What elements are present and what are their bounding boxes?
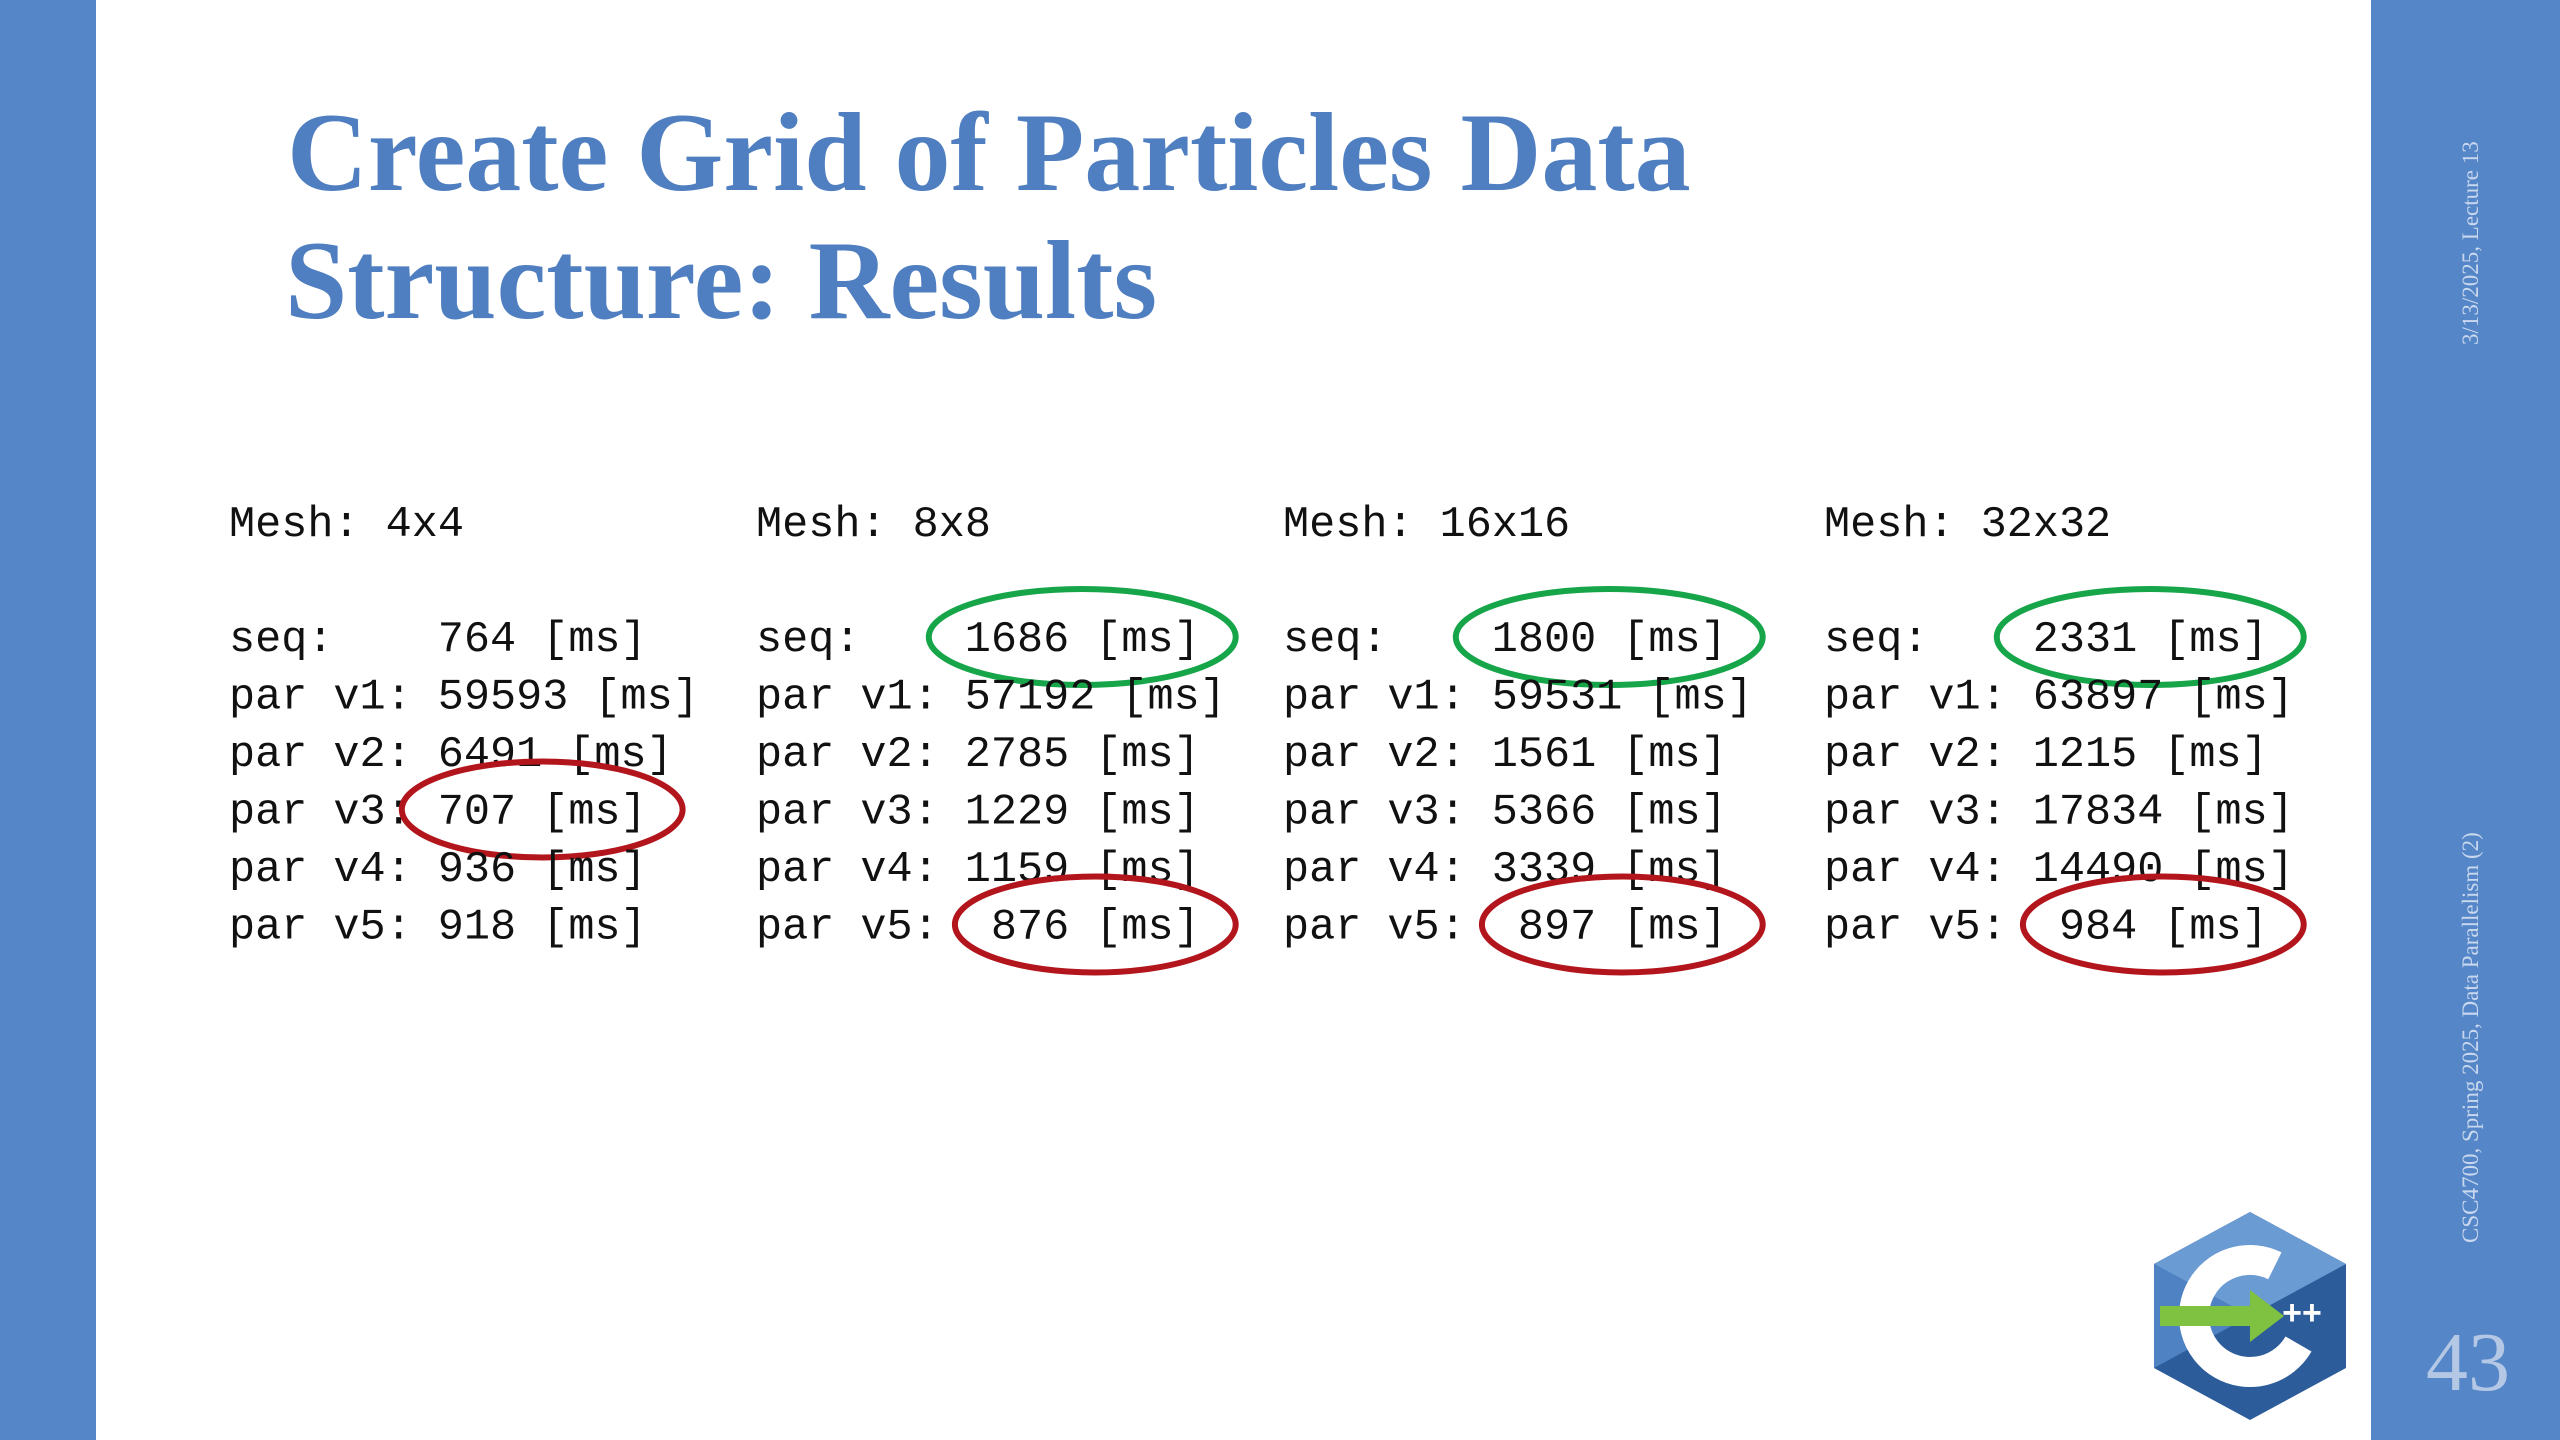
highlight-circle xyxy=(1452,586,1766,688)
row-label: par v4: xyxy=(1824,846,2007,895)
row-value: 1800 [ms] xyxy=(1492,616,1727,665)
row-value: 918 [ms] xyxy=(438,904,647,953)
left-bar xyxy=(0,0,96,1440)
row-value: 876 [ms] xyxy=(965,904,1200,953)
row-value: 1561 [ms] xyxy=(1492,731,1727,780)
highlight-circle xyxy=(2019,873,2307,976)
row-label: par v2: xyxy=(229,731,412,780)
mesh-heading: Mesh: 16x16 xyxy=(1283,501,1570,550)
row-label: par v5: xyxy=(1283,904,1466,953)
row-value: 1215 [ms] xyxy=(2033,731,2268,780)
footer: CSC4700, Spring 2025, Data Parallelism (… xyxy=(2458,832,2483,1243)
title-line: Create Grid of Particles Data xyxy=(287,91,1691,215)
row-value: 57192 [ms] xyxy=(965,674,1226,723)
row-value: 59593 [ms] xyxy=(438,674,699,723)
row-label: seq: xyxy=(756,616,860,665)
row-label: par v3: xyxy=(229,789,412,838)
row-label: par v4: xyxy=(229,846,412,895)
highlight-circle xyxy=(1478,873,1766,976)
cpp-logo: ++ xyxy=(2154,1212,2346,1420)
row-label: par v3: xyxy=(1824,789,2007,838)
highlight-circle xyxy=(951,873,1239,976)
row-value: 63897 [ms] xyxy=(2033,674,2294,723)
row-label: par v4: xyxy=(756,846,939,895)
row-label: par v3: xyxy=(756,789,939,838)
row-value: 764 [ms] xyxy=(438,616,647,665)
right-bar xyxy=(2371,0,2560,1440)
row-label: par v1: xyxy=(1283,674,1466,723)
row-label: par v2: xyxy=(1824,731,2007,780)
row-value: 1229 [ms] xyxy=(965,789,1200,838)
row-label: par v3: xyxy=(1283,789,1466,838)
row-label: par v2: xyxy=(1283,731,1466,780)
row-value: 984 [ms] xyxy=(2033,904,2268,953)
row-label: par v5: xyxy=(756,904,939,953)
row-label: seq: xyxy=(1283,616,1387,665)
row-value: 59531 [ms] xyxy=(1492,674,1753,723)
row-value: 17834 [ms] xyxy=(2033,789,2294,838)
row-value: 936 [ms] xyxy=(438,846,647,895)
row-label: par v5: xyxy=(229,904,412,953)
title-line: Structure: Results xyxy=(285,219,1157,343)
row-label: seq: xyxy=(1824,616,1928,665)
mesh-heading: Mesh: 4x4 xyxy=(229,501,464,550)
row-value: 1686 [ms] xyxy=(965,616,1200,665)
page-number: 43 xyxy=(2426,1316,2510,1409)
mesh-heading: Mesh: 8x8 xyxy=(756,501,991,550)
row-label: par v1: xyxy=(229,674,412,723)
row-value: 5366 [ms] xyxy=(1492,789,1727,838)
row-value: 707 [ms] xyxy=(438,789,647,838)
row-label: par v1: xyxy=(756,674,939,723)
mesh-heading: Mesh: 32x32 xyxy=(1824,501,2111,550)
row-label: seq: xyxy=(229,616,333,665)
row-value: 2331 [ms] xyxy=(2033,616,2268,665)
row-label: par v2: xyxy=(756,731,939,780)
highlight-circle xyxy=(398,758,686,861)
highlight-circle xyxy=(925,586,1239,688)
date: 3/13/2025, Lecture 13 xyxy=(2458,141,2483,345)
row-value: 897 [ms] xyxy=(1492,904,1727,953)
row-label: par v1: xyxy=(1824,674,2007,723)
row-label: par v4: xyxy=(1283,846,1466,895)
row-value: 2785 [ms] xyxy=(965,731,1200,780)
highlight-circle xyxy=(1993,586,2307,688)
row-label: par v5: xyxy=(1824,904,2007,953)
svg-text:++: ++ xyxy=(2282,1294,2322,1332)
